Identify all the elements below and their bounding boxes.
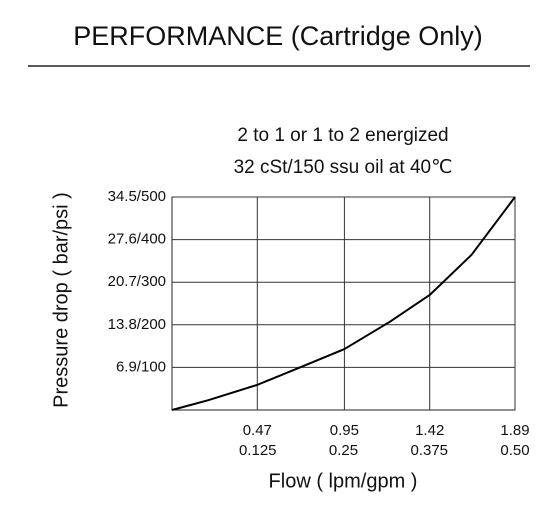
line-series bbox=[171, 196, 516, 411]
x2-tick-label: 0.375 bbox=[410, 442, 448, 459]
y-tick-label: 27.6/400 bbox=[108, 231, 166, 248]
x-tick-label: 1.89 bbox=[500, 422, 529, 439]
x2-tick-label: 0.125 bbox=[239, 442, 277, 459]
y-tick-label: 20.7/300 bbox=[108, 273, 166, 290]
plot-frame bbox=[171, 196, 516, 411]
y-tick-label: 6.9/100 bbox=[116, 358, 166, 375]
chart-subtitle: 32 cSt/150 ssu oil at 40℃ bbox=[234, 157, 453, 178]
x2-tick-label: 0.25 bbox=[329, 442, 358, 459]
y-tick-label: 34.5/500 bbox=[108, 188, 166, 205]
x-tick-label: 0.47 bbox=[243, 422, 272, 439]
x-tick-label: 1.42 bbox=[415, 422, 444, 439]
y-axis-label: Pressure drop ( bar/psi ) bbox=[50, 192, 72, 408]
x-axis-label: Flow ( lpm/gpm ) bbox=[269, 470, 418, 492]
y-tick-label: 13.8/200 bbox=[108, 316, 166, 333]
x2-tick-label: 0.50 bbox=[500, 442, 529, 459]
page-title: PERFORMANCE (Cartridge Only) bbox=[73, 21, 483, 51]
x-tick-label: 0.95 bbox=[330, 422, 359, 439]
chart-title: 2 to 1 or 1 to 2 energized bbox=[237, 125, 448, 146]
